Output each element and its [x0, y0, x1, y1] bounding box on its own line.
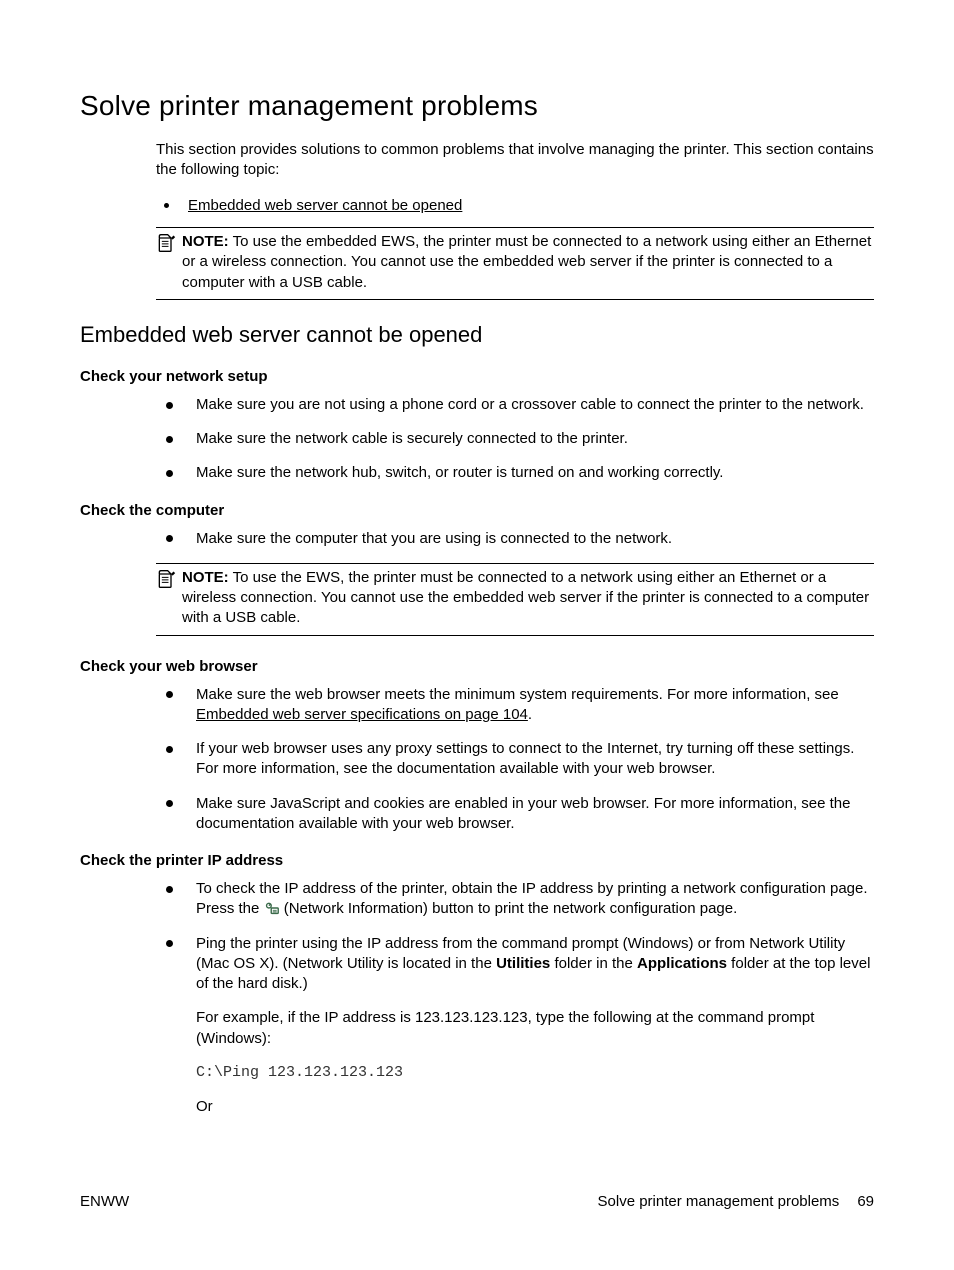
code-line: C:\Ping 123.123.123.123	[196, 1063, 874, 1083]
list-text: (Network Information) button to print th…	[280, 900, 738, 917]
network-list: Make sure you are not using a phone cord…	[156, 395, 874, 484]
list-item: If your web browser uses any proxy setti…	[156, 739, 874, 780]
topic-list: Embedded web server cannot be opened	[156, 195, 874, 218]
list-text: Make sure the web browser meets the mini…	[196, 686, 839, 703]
footer-page-number: 69	[857, 1193, 874, 1210]
list-item: To check the IP address of the printer, …	[156, 879, 874, 920]
page-title: Solve printer management problems	[80, 90, 874, 122]
note-box: NOTE: To use the EWS, the printer must b…	[156, 563, 874, 636]
list-item: Ping the printer using the IP address fr…	[156, 934, 874, 1118]
note-body: NOTE: To use the embedded EWS, the print…	[182, 232, 874, 293]
intro-paragraph: This section provides solutions to commo…	[156, 140, 874, 181]
note-box: NOTE: To use the embedded EWS, the print…	[156, 227, 874, 300]
list-item: Make sure the network hub, switch, or ro…	[156, 463, 874, 483]
topic-link-ews[interactable]: Embedded web server cannot be opened	[188, 197, 462, 214]
list-text: .	[528, 706, 532, 723]
list-item: Make sure JavaScript and cookies are ena…	[156, 794, 874, 835]
list-text: folder in the	[550, 955, 637, 972]
list-item: Make sure the web browser meets the mini…	[156, 685, 874, 726]
subheading-network: Check your network setup	[80, 368, 874, 385]
ews-spec-link[interactable]: Embedded web server specifications on pa…	[196, 706, 528, 723]
note-icon	[156, 569, 176, 589]
list-item: Make sure the network cable is securely …	[156, 429, 874, 449]
note-label: NOTE:	[182, 233, 229, 250]
computer-list: Make sure the computer that you are usin…	[156, 529, 874, 549]
note-text: To use the EWS, the printer must be conn…	[182, 569, 869, 627]
network-info-icon	[264, 901, 280, 915]
browser-list: Make sure the web browser meets the mini…	[156, 685, 874, 835]
or-text: Or	[196, 1097, 874, 1117]
example-paragraph: For example, if the IP address is 123.12…	[196, 1008, 874, 1049]
section-heading-ews: Embedded web server cannot be opened	[80, 322, 874, 348]
footer-left: ENWW	[80, 1193, 129, 1210]
note-icon	[156, 233, 176, 253]
footer-section-title: Solve printer management problems	[598, 1193, 840, 1210]
note-body: NOTE: To use the EWS, the printer must b…	[182, 568, 874, 629]
bold-utilities: Utilities	[496, 955, 550, 972]
list-item: Make sure the computer that you are usin…	[156, 529, 874, 549]
bold-applications: Applications	[637, 955, 727, 972]
page-footer: ENWW Solve printer management problems 6…	[80, 1193, 874, 1210]
subheading-ip: Check the printer IP address	[80, 852, 874, 869]
topic-list-item: Embedded web server cannot be opened	[156, 195, 874, 218]
note-text: To use the embedded EWS, the printer mus…	[182, 233, 871, 291]
subheading-computer: Check the computer	[80, 502, 874, 519]
ip-list: To check the IP address of the printer, …	[156, 879, 874, 1117]
note-label: NOTE:	[182, 569, 229, 586]
subheading-browser: Check your web browser	[80, 658, 874, 675]
list-item: Make sure you are not using a phone cord…	[156, 395, 874, 415]
